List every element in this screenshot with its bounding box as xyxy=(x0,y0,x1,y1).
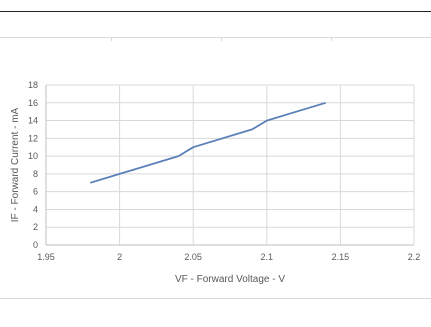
y-tick-label-2: 2 xyxy=(33,222,38,232)
x-tick-label-2: 2 xyxy=(117,252,122,262)
x-tick-label-2.15: 2.15 xyxy=(332,252,350,262)
y-tick-label-8: 8 xyxy=(33,169,38,179)
y-tick-label-14: 14 xyxy=(28,116,38,126)
y-tick-label-6: 6 xyxy=(33,187,38,197)
tick-labels: 0 2 4 6 8 10 12 14 16 18 1.95 2 2.05 2.1 2.15 2.2 xyxy=(28,80,420,262)
y-tick-label-16: 16 xyxy=(28,98,38,108)
x-tick-label-2.05: 2.05 xyxy=(184,252,202,262)
data-series xyxy=(89,101,326,184)
frame-tick-mark xyxy=(331,37,332,41)
y-tick-label-0: 0 xyxy=(33,240,38,250)
y-tick-label-12: 12 xyxy=(28,133,38,143)
chart-area-frame xyxy=(0,37,431,299)
x-tick-label-2.1: 2.1 xyxy=(261,252,274,262)
grid-lines xyxy=(46,84,415,245)
axes xyxy=(45,85,414,246)
x-axis-title: VF - Forward Voltage - V xyxy=(175,274,285,285)
y-tick-label-4: 4 xyxy=(33,204,38,214)
x-tick-label-2.2: 2.2 xyxy=(408,252,421,262)
y-tick-label-10: 10 xyxy=(28,151,38,161)
top-divider xyxy=(0,11,431,12)
y-tick-label-18: 18 xyxy=(28,80,38,90)
frame-tick-mark xyxy=(111,37,112,41)
y-axis-title: IF - Forward Current - mA xyxy=(10,107,21,222)
series-line-0 xyxy=(89,101,326,184)
frame-tick-mark xyxy=(221,37,222,41)
x-tick-label-1.95: 1.95 xyxy=(37,252,55,262)
